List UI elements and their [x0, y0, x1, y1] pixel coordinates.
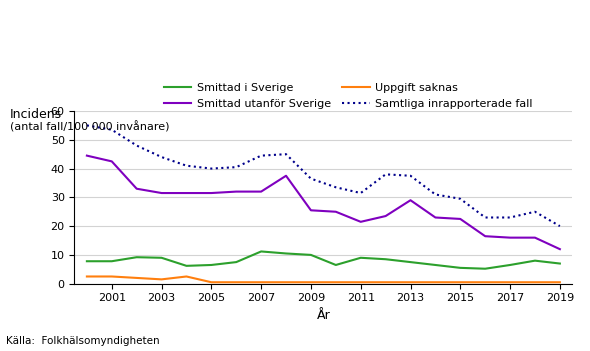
- Text: Incidens: Incidens: [9, 107, 62, 121]
- Text: (antal fall/100 000 invånare): (antal fall/100 000 invånare): [9, 121, 169, 133]
- X-axis label: År: År: [316, 309, 330, 322]
- Legend: Smittad i Sverige, Smittad utanför Sverige, Uppgift saknas, Samtliga inrapporter: Smittad i Sverige, Smittad utanför Sveri…: [159, 79, 537, 113]
- Y-axis label: Incidens
(antal fall/100 000 invånare): Incidens (antal fall/100 000 invånare): [0, 350, 1, 351]
- Text: Källa:  Folkhälsomyndigheten: Källa: Folkhälsomyndigheten: [6, 336, 159, 346]
